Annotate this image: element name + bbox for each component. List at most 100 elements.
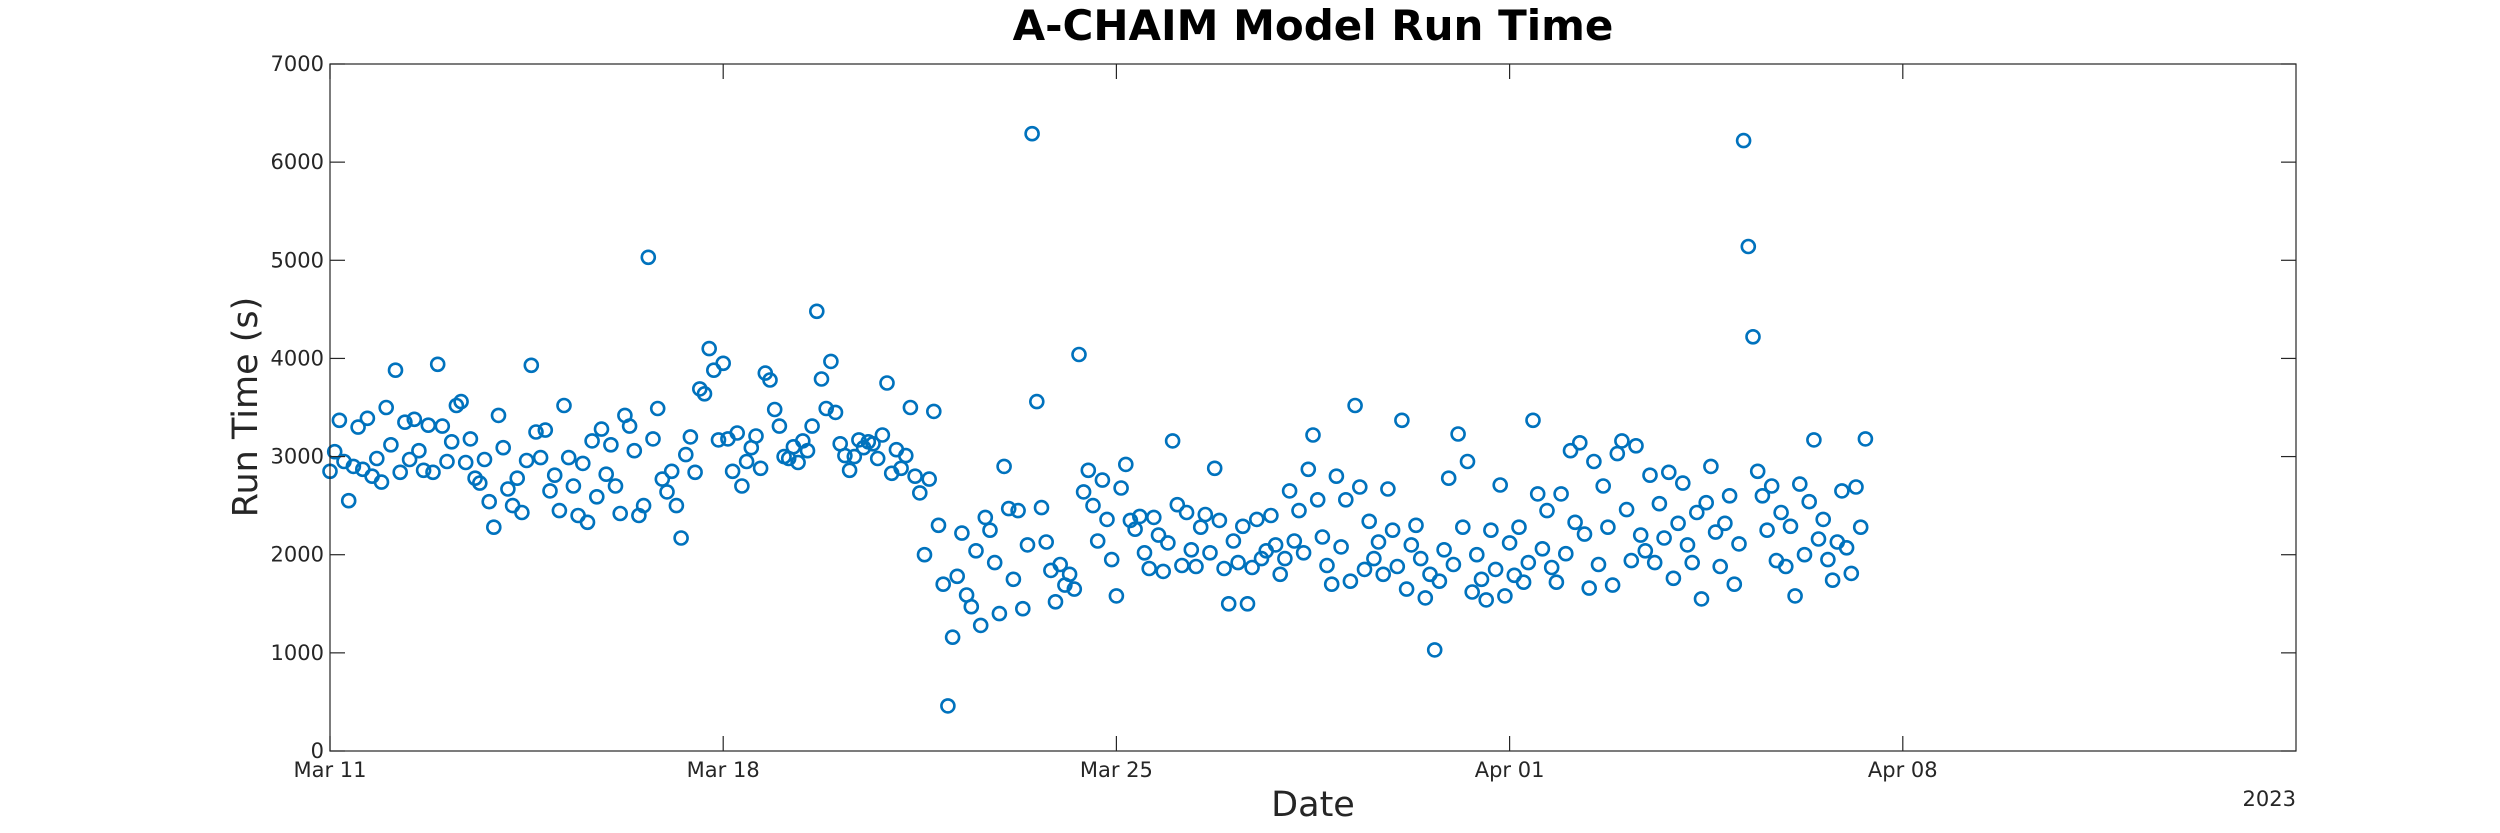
data-point bbox=[1689, 504, 1705, 521]
data-point bbox=[977, 509, 994, 526]
data-point bbox=[532, 449, 549, 466]
x-tick-label: Mar 25 bbox=[1080, 758, 1153, 782]
data-point bbox=[982, 522, 998, 539]
data-point bbox=[1478, 592, 1494, 608]
data-point bbox=[1806, 432, 1822, 448]
data-point bbox=[1787, 588, 1803, 604]
data-point bbox=[1717, 515, 1733, 532]
data-point bbox=[350, 419, 366, 435]
data-point bbox=[1735, 132, 1752, 149]
data-point bbox=[1707, 524, 1724, 540]
data-point bbox=[823, 353, 839, 370]
data-point bbox=[1295, 544, 1312, 561]
data-point bbox=[1792, 476, 1808, 492]
data-point bbox=[1726, 576, 1743, 593]
chart-title: A-CHAIM Model Run Time bbox=[1013, 1, 1614, 50]
data-point bbox=[968, 542, 984, 559]
data-point bbox=[537, 422, 554, 438]
data-point bbox=[439, 453, 455, 470]
data-point bbox=[1487, 561, 1504, 578]
data-point bbox=[1216, 560, 1232, 577]
data-point bbox=[1548, 574, 1565, 591]
data-point bbox=[1520, 554, 1537, 571]
data-point bbox=[584, 433, 600, 449]
data-point bbox=[1445, 556, 1462, 573]
data-point bbox=[935, 576, 952, 593]
y-tick-label: 4000 bbox=[271, 346, 324, 370]
data-point bbox=[514, 504, 530, 521]
data-point bbox=[1656, 530, 1672, 546]
data-point bbox=[1469, 546, 1485, 563]
data-point bbox=[1291, 502, 1307, 519]
data-point bbox=[813, 371, 830, 387]
data-point bbox=[1356, 561, 1373, 578]
data-point bbox=[827, 404, 844, 421]
data-point bbox=[1239, 595, 1256, 612]
plot-area bbox=[330, 64, 2296, 751]
data-point bbox=[1249, 511, 1265, 528]
data-point bbox=[1281, 483, 1298, 499]
data-point bbox=[551, 502, 568, 519]
data-point bbox=[677, 446, 694, 463]
data-point bbox=[635, 497, 652, 514]
x-axis-year-label: 2023 bbox=[2243, 787, 2296, 811]
data-point bbox=[1450, 426, 1466, 442]
data-point bbox=[603, 436, 619, 453]
data-point bbox=[963, 598, 980, 615]
data-point bbox=[1398, 581, 1415, 597]
data-point bbox=[345, 458, 362, 475]
data-point bbox=[1080, 462, 1097, 479]
data-point bbox=[1380, 481, 1396, 497]
data-point bbox=[986, 554, 1003, 571]
data-point bbox=[1066, 581, 1083, 597]
data-point bbox=[1857, 431, 1874, 447]
data-point bbox=[954, 525, 970, 541]
data-point bbox=[476, 451, 493, 468]
data-point bbox=[729, 425, 746, 441]
data-point bbox=[1604, 577, 1621, 593]
data-point bbox=[1305, 427, 1321, 443]
data-point bbox=[1169, 496, 1186, 513]
data-point bbox=[1263, 507, 1279, 524]
data-point bbox=[1712, 558, 1728, 575]
data-point bbox=[1834, 483, 1850, 499]
data-point bbox=[799, 442, 816, 459]
data-point bbox=[1558, 545, 1574, 562]
data-point bbox=[1164, 433, 1181, 449]
data-point bbox=[1118, 456, 1134, 473]
data-point bbox=[659, 484, 675, 500]
data-point bbox=[1595, 478, 1611, 494]
data-point bbox=[598, 466, 615, 483]
x-tick-label: Mar 11 bbox=[293, 758, 366, 782]
data-point bbox=[579, 514, 596, 531]
data-point bbox=[1005, 571, 1022, 588]
data-point bbox=[453, 393, 469, 410]
data-point bbox=[1600, 519, 1616, 536]
data-point bbox=[1019, 537, 1036, 553]
data-point bbox=[1089, 533, 1106, 549]
data-point bbox=[869, 450, 886, 467]
data-point bbox=[1459, 453, 1476, 470]
marker-layer bbox=[322, 125, 1874, 714]
data-point bbox=[1740, 238, 1757, 255]
data-point bbox=[1206, 460, 1223, 477]
data-point bbox=[1501, 535, 1518, 551]
data-point bbox=[556, 397, 572, 414]
data-point bbox=[560, 449, 577, 466]
y-tick-label: 5000 bbox=[271, 248, 324, 272]
data-point bbox=[1539, 502, 1555, 519]
data-point bbox=[925, 403, 942, 420]
data-point bbox=[752, 460, 769, 477]
data-point bbox=[1352, 479, 1368, 495]
data-point bbox=[715, 355, 732, 372]
data-point bbox=[1511, 519, 1527, 536]
data-point bbox=[1646, 554, 1663, 571]
data-point bbox=[1703, 458, 1719, 475]
data-point bbox=[949, 568, 966, 585]
data-point bbox=[1670, 515, 1686, 532]
data-point bbox=[340, 492, 357, 509]
data-point bbox=[523, 357, 540, 374]
data-point bbox=[804, 418, 820, 434]
data-point bbox=[1497, 588, 1513, 604]
